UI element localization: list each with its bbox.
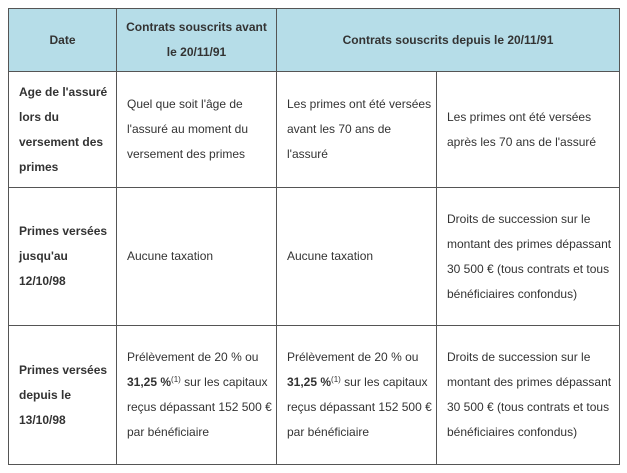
row-label: Primes versées jusqu'au 12/10/98 <box>8 187 117 326</box>
cell-text: sur les capitaux reçus dépassant 152 500… <box>127 375 272 439</box>
footnote-marker: (1) <box>331 375 341 384</box>
row-label: Primes versées depuis le 13/10/98 <box>8 325 117 465</box>
rate-value: 31,25 % <box>287 375 332 389</box>
table-cell: Aucune taxation <box>116 187 277 326</box>
header-contracts-after: Contrats souscrits depuis le 20/11/91 <box>275 8 621 72</box>
table-row: Primes versées jusqu'au 12/10/98 Aucune … <box>8 187 621 326</box>
table-cell: Prélèvement de 20 % ou 31,25 %(1) sur le… <box>116 325 277 465</box>
table-cell: Prélèvement de 20 % ou 31,25 %(1) sur le… <box>276 325 437 465</box>
rate-value: 31,25 % <box>127 375 172 389</box>
table-row: Age de l'assuré lors du versement des pr… <box>8 71 621 188</box>
header-row: Date Contrats souscrits avant le 20/11/9… <box>8 8 621 72</box>
table-cell: Droits de succession sur le montant des … <box>435 187 621 326</box>
table-cell: Les primes ont été versées avant les 70 … <box>276 71 437 188</box>
table-row: Primes versées depuis le 13/10/98 Prélèv… <box>8 325 621 465</box>
cell-text: Prélèvement de 20 % ou <box>287 350 419 364</box>
footnote-marker: (1) <box>171 375 181 384</box>
row-label: Age de l'assuré lors du versement des pr… <box>8 71 117 188</box>
cell-text: sur les capitaux reçus dépassant 152 500… <box>287 375 432 439</box>
table-cell: Droits de succession sur le montant des … <box>435 325 621 465</box>
header-contracts-before: Contrats souscrits avant le 20/11/91 <box>116 8 277 72</box>
table-cell: Aucune taxation <box>276 187 437 326</box>
cell-text: Prélèvement de 20 % ou <box>127 350 259 364</box>
header-date: Date <box>8 8 117 72</box>
table-cell: Les primes ont été versées après les 70 … <box>435 71 621 188</box>
tax-comparison-table: Date Contrats souscrits avant le 20/11/9… <box>8 8 621 465</box>
table-cell: Quel que soit l'âge de l'assuré au momen… <box>116 71 277 188</box>
